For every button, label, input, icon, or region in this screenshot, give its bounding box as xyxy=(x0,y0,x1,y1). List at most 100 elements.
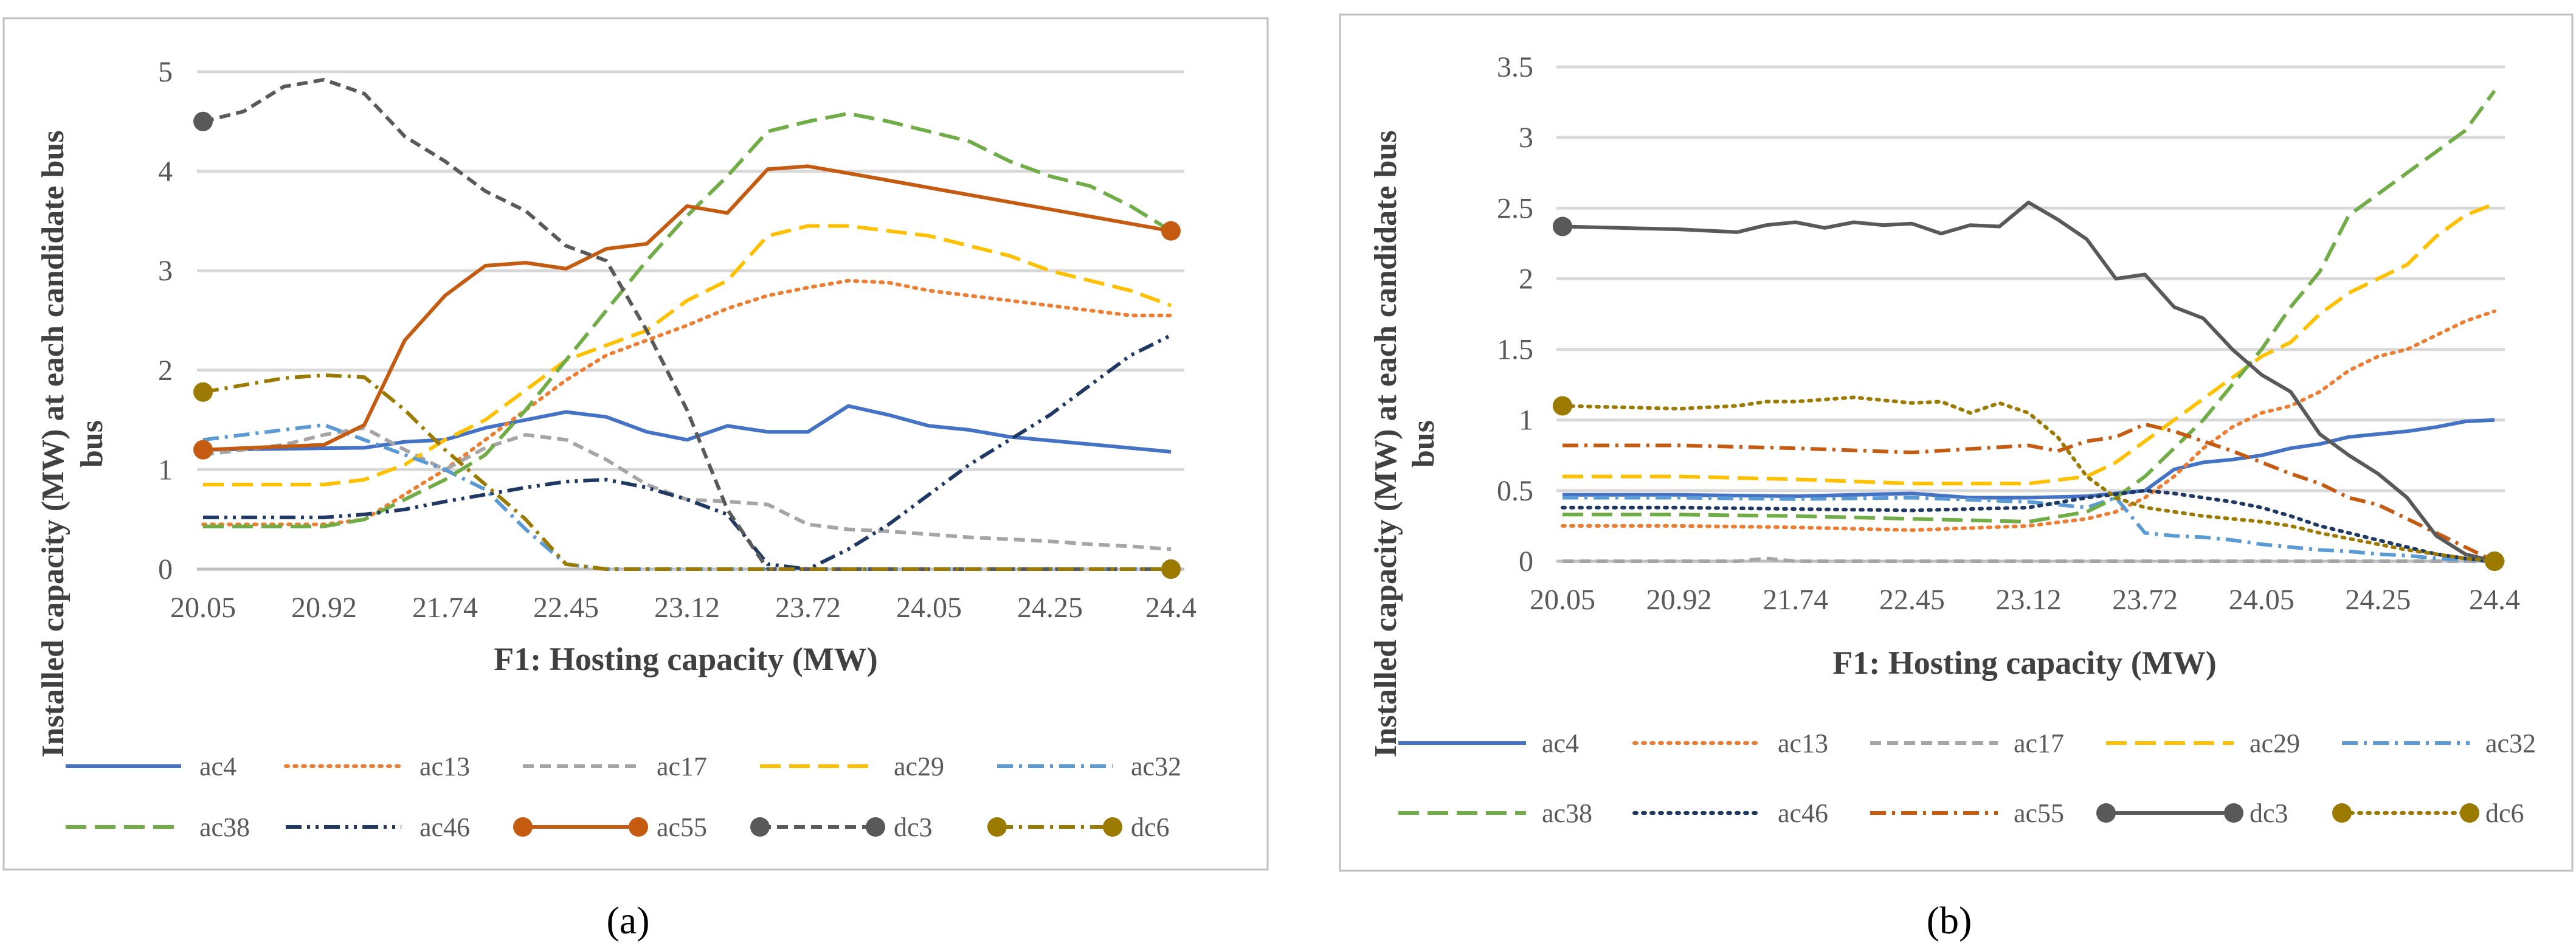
x-tick-label: 20.92 xyxy=(1646,584,1712,616)
series-marker-dc6 xyxy=(2485,552,2504,571)
y-ticks-a: 0 1 2 3 4 5 xyxy=(158,56,173,586)
legend-label-ac55: ac55 xyxy=(2014,798,2064,828)
x-tick-label: 24.05 xyxy=(2229,584,2295,616)
series-marker-dc6 xyxy=(1553,396,1572,416)
caption-a: (a) xyxy=(606,899,649,942)
series-group-a xyxy=(193,78,1181,579)
x-tick-label: 23.12 xyxy=(1996,584,2062,616)
series-line-ac17 xyxy=(202,426,1172,552)
x-tick-label: 24.05 xyxy=(896,592,962,624)
legend-marker-ac55 xyxy=(513,817,533,837)
y-ticks-b: 0 0.5 1 1.5 2 2.5 3 3.5 xyxy=(1497,51,1533,578)
x-tick-label: 22.45 xyxy=(533,592,599,624)
series-line-ac29 xyxy=(1563,202,2496,486)
y-axis-label-b: Installed capacity (MW) at each candidat… xyxy=(1369,130,1403,757)
series-marker-dc6 xyxy=(1161,559,1181,579)
y-tick-label: 3 xyxy=(1519,122,1533,154)
legend-label-ac13: ac13 xyxy=(420,752,470,781)
x-tick-label: 23.12 xyxy=(654,592,720,624)
y-axis-label-a: Installed capacity (MW) at each candidat… xyxy=(36,130,71,757)
y-tick-label: 1 xyxy=(158,454,173,486)
legend-marker-dc3 xyxy=(866,817,885,837)
legend-label-ac55: ac55 xyxy=(657,812,707,842)
legend-marker-dc3 xyxy=(2096,803,2116,823)
series-line-ac4 xyxy=(1563,418,2495,500)
series-line-dc6 xyxy=(1561,395,2496,563)
legend-label-ac4: ac4 xyxy=(1542,728,1579,758)
y-tick-label: 1 xyxy=(1519,404,1533,437)
caption-b: (b) xyxy=(1927,899,1972,942)
x-tick-label: 24.25 xyxy=(2345,584,2411,616)
y-axis-label-b-cont: bus xyxy=(1406,420,1441,468)
legend-label-ac38: ac38 xyxy=(199,812,250,842)
x-tick-label: 20.92 xyxy=(291,592,357,624)
x-tick-label: 23.72 xyxy=(775,592,841,624)
legend-label-ac38: ac38 xyxy=(1542,798,1592,828)
x-axis-label-b: F1: Hosting capacity (MW) xyxy=(1832,645,2216,681)
y-tick-label: 4 xyxy=(158,156,173,188)
legend-b: ac4 ac13 ac17 ac29 ac32 ac38 ac46 ac55 dc3 dc6 xyxy=(1398,728,2536,828)
legend-label-ac17: ac17 xyxy=(657,752,707,781)
chart-frame-b xyxy=(1339,13,2574,872)
series-line-ac46 xyxy=(1561,488,2496,563)
legend-a: ac4 ac13 ac17 ac29 ac32 ac38 ac46 ac55 dc3 dc6 xyxy=(66,752,1181,842)
legend-label-ac46: ac46 xyxy=(420,812,470,842)
legend-marker-dc6 xyxy=(2460,803,2479,823)
series-group-b xyxy=(1553,89,2504,571)
y-tick-label: 5 xyxy=(158,56,173,88)
x-axis-label-a: F1: Hosting capacity (MW) xyxy=(494,641,877,677)
legend-label-ac46: ac46 xyxy=(1778,798,1828,828)
legend-label-ac29: ac29 xyxy=(2250,728,2300,758)
y-axis-label-a-cont: bus xyxy=(75,420,109,468)
series-marker-dc6 xyxy=(193,382,213,402)
x-tick-label: 20.05 xyxy=(170,592,236,624)
series-line-ac55 xyxy=(202,164,1172,452)
y-tick-label: 1.5 xyxy=(1497,334,1533,366)
x-tick-label: 22.45 xyxy=(1879,584,1945,616)
legend-label-dc3: dc3 xyxy=(2250,798,2288,828)
legend-label-ac4: ac4 xyxy=(199,752,237,781)
y-tick-label: 0 xyxy=(158,553,173,586)
y-tick-label: 3.5 xyxy=(1497,51,1533,83)
series-line-ac29 xyxy=(203,224,1172,486)
legend-label-ac32: ac32 xyxy=(2485,728,2536,758)
series-line-dc6 xyxy=(202,373,1171,571)
series-line-dc3 xyxy=(202,78,1171,571)
series-marker-ac55 xyxy=(1161,221,1181,241)
x-ticks-b: 20.05 20.92 21.74 22.45 23.12 23.72 24.05 24.25… xyxy=(1530,584,2520,616)
series-line-ac38 xyxy=(1563,89,2496,524)
y-tick-label: 0.5 xyxy=(1497,475,1533,507)
series-marker-ac55 xyxy=(193,440,213,460)
series-line-ac17 xyxy=(1563,556,2495,563)
legend-marker-dc6 xyxy=(1103,817,1122,837)
x-ticks-a: 20.05 20.92 21.74 22.45 23.12 23.72 24.05 24.25… xyxy=(170,592,1196,624)
x-tick-label: 20.05 xyxy=(1530,584,1595,616)
series-line-ac46 xyxy=(203,333,1172,571)
x-tick-label: 23.72 xyxy=(2112,584,2178,616)
legend-marker-dc3 xyxy=(750,817,770,837)
legend-label-dc6: dc6 xyxy=(2485,798,2524,828)
legend-label-ac29: ac29 xyxy=(894,752,944,781)
series-line-dc3 xyxy=(1562,201,2495,563)
legend-label-dc6: dc6 xyxy=(1131,812,1170,842)
y-tick-label: 3 xyxy=(158,255,173,287)
chart-frame-a xyxy=(2,17,1269,871)
series-line-ac13 xyxy=(201,278,1173,527)
x-tick-label: 24.25 xyxy=(1017,592,1083,624)
legend-marker-ac55 xyxy=(629,817,648,837)
legend-marker-dc3 xyxy=(2224,803,2243,823)
x-tick-label: 24.4 xyxy=(2469,584,2520,616)
legend-label-ac17: ac17 xyxy=(2014,728,2064,758)
series-marker-dc3 xyxy=(193,111,213,131)
legend-marker-dc6 xyxy=(987,817,1007,837)
series-line-ac32 xyxy=(202,423,1171,571)
chart-panel-a: 0 1 2 3 4 5 20.05 20.92 21.74 22.45 23.12 23.72 24.… xyxy=(2,17,1269,871)
y-tick-label: 2.5 xyxy=(1497,192,1533,224)
legend-label-ac13: ac13 xyxy=(1778,728,1828,758)
x-tick-label: 21.74 xyxy=(1763,584,1828,616)
legend-marker-dc6 xyxy=(2332,803,2352,823)
x-tick-label: 21.74 xyxy=(412,592,478,624)
x-tick-label: 24.4 xyxy=(1145,592,1196,624)
y-tick-label: 2 xyxy=(1519,263,1533,295)
